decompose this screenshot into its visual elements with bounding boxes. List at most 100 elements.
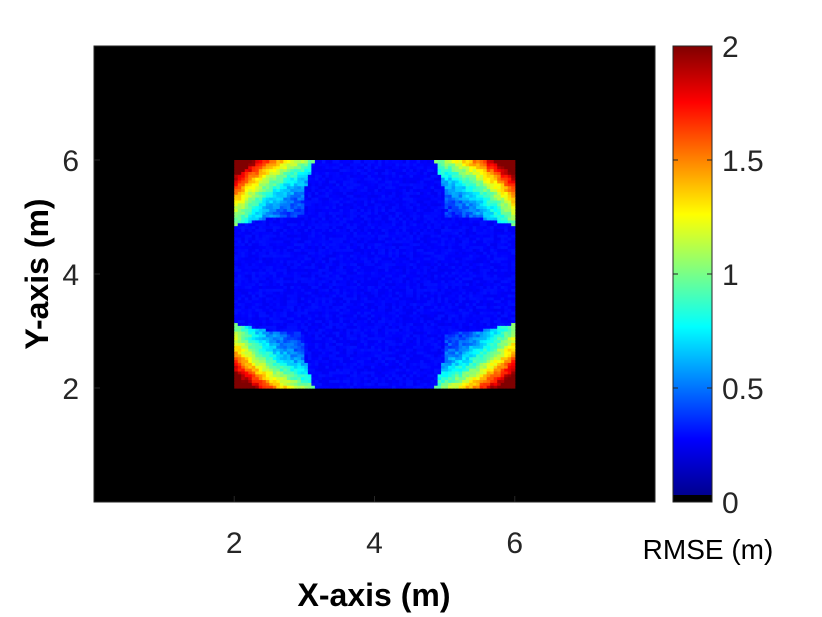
heatmap-cell — [248, 228, 253, 232]
heatmap-cell — [360, 302, 365, 306]
heatmap-cell — [395, 365, 400, 369]
heatmap-cell — [388, 302, 393, 306]
heatmap-cell — [248, 336, 253, 341]
heatmap-cell — [360, 177, 365, 181]
heatmap-cell — [300, 276, 305, 281]
heatmap-cell — [409, 373, 414, 378]
heatmap-cell — [406, 245, 411, 249]
heatmap-cell — [248, 208, 253, 212]
heatmap-cell — [374, 362, 379, 366]
heatmap-cell — [385, 299, 390, 304]
heatmap-cell — [335, 239, 341, 244]
heatmap-cell — [328, 251, 334, 255]
heatmap-cell — [339, 359, 344, 363]
heatmap-cell — [300, 256, 305, 261]
heatmap-cell — [346, 359, 351, 363]
heatmap-cell — [385, 245, 390, 249]
heatmap-cell — [307, 214, 312, 218]
heatmap-cell — [444, 350, 449, 355]
heatmap-cell — [434, 185, 439, 190]
heatmap-cell — [434, 194, 439, 198]
heatmap-cell — [325, 348, 330, 352]
heatmap-cell — [402, 288, 407, 292]
heatmap-cell — [420, 259, 425, 264]
heatmap-cell — [325, 179, 330, 184]
heatmap-cell — [237, 219, 242, 224]
heatmap-cell — [385, 379, 390, 383]
heatmap-cell — [251, 288, 256, 292]
heatmap-cell — [360, 282, 365, 286]
heatmap-cell — [265, 271, 270, 275]
heatmap-cell — [353, 279, 358, 284]
heatmap-cell — [290, 311, 295, 315]
heatmap-cell — [269, 228, 274, 232]
heatmap-cell — [300, 293, 305, 298]
heatmap-cell — [420, 211, 425, 215]
heatmap-cell — [423, 311, 428, 315]
heatmap-cell — [370, 322, 376, 326]
heatmap-cell — [353, 365, 358, 369]
heatmap-cell — [290, 188, 295, 192]
heatmap-cell — [378, 279, 383, 284]
heatmap-cell — [339, 274, 344, 278]
heatmap-cell — [399, 385, 404, 389]
heatmap-cell — [409, 296, 414, 301]
heatmap-cell — [385, 199, 390, 204]
heatmap-cell — [423, 185, 428, 190]
heatmap-cell — [265, 288, 270, 292]
heatmap-cell — [346, 348, 351, 352]
heatmap-cell — [441, 202, 446, 207]
heatmap-cell — [241, 313, 246, 318]
heatmap-cell — [409, 368, 414, 372]
heatmap-cell — [300, 308, 305, 312]
heatmap-cell — [297, 188, 302, 192]
heatmap-cell — [241, 256, 246, 261]
heatmap-cell — [385, 254, 390, 258]
heatmap-cell — [258, 285, 263, 289]
heatmap-cell — [335, 182, 341, 187]
heatmap-cell — [304, 370, 309, 375]
heatmap-cell — [451, 348, 456, 352]
heatmap-cell — [409, 259, 414, 264]
heatmap-cell — [353, 231, 358, 235]
heatmap-cell — [378, 356, 383, 361]
heatmap-cell — [314, 162, 319, 167]
heatmap-cell — [423, 165, 428, 170]
heatmap-cell — [328, 254, 334, 258]
heatmap-cell — [286, 316, 291, 321]
heatmap-cell — [392, 345, 397, 349]
heatmap-cell — [318, 234, 323, 238]
heatmap-cell — [272, 370, 277, 375]
heatmap-cell — [237, 182, 242, 187]
heatmap-cell — [406, 185, 411, 190]
heatmap-cell — [374, 242, 379, 247]
heatmap-cell — [342, 353, 348, 358]
heatmap-cell — [385, 182, 390, 187]
heatmap-cell — [395, 308, 400, 312]
heatmap-cell — [392, 368, 397, 372]
heatmap-cell — [378, 291, 383, 295]
heatmap-cell — [283, 370, 288, 375]
heatmap-cell — [444, 197, 449, 201]
heatmap-cell — [272, 165, 277, 170]
heatmap-cell — [378, 288, 383, 292]
heatmap-cell — [444, 171, 449, 175]
heatmap-cell — [314, 291, 319, 295]
heatmap-cell — [402, 231, 407, 235]
heatmap-cell — [244, 276, 249, 281]
heatmap-cell — [234, 251, 239, 255]
heatmap-cell — [444, 339, 449, 343]
heatmap-cell — [402, 219, 407, 224]
heatmap-cell — [363, 345, 369, 349]
heatmap-cell — [279, 205, 284, 210]
heatmap-cell — [318, 205, 323, 210]
heatmap-cell — [399, 268, 404, 272]
heatmap-cell — [399, 208, 404, 212]
heatmap-cell — [392, 373, 397, 378]
heatmap-cell — [265, 339, 270, 343]
heatmap-cell — [353, 236, 358, 241]
heatmap-cell — [321, 188, 327, 192]
heatmap-cell — [416, 316, 421, 321]
heatmap-cell — [244, 225, 249, 229]
heatmap-cell — [234, 256, 239, 261]
